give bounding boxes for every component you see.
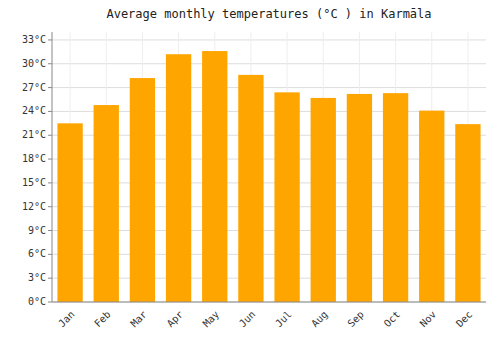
chart: 0°C 3°C 6°C 9°C 12°C 15°C 18°C 21°C 24°C 27°C 30°C… [0,0,500,350]
bar [57,123,82,302]
x-tick-label: Jan [56,309,77,330]
y-grid-line [52,39,486,40]
y-tick [48,111,52,112]
y-tick [48,302,52,303]
y-grid-line [52,302,486,303]
y-tick-label: 30°C [22,58,46,69]
x-tick-label: Sep [345,309,366,330]
y-tick-label: 21°C [22,129,46,140]
y-tick-label: 27°C [22,82,46,93]
y-tick-label: 3°C [28,272,46,283]
y-tick-label: 15°C [22,177,46,188]
y-grid-line [52,63,486,64]
y-tick [48,159,52,160]
bar [419,111,444,302]
bars [57,51,480,302]
x-tick-label: Dec [454,309,475,330]
x-axis-line [52,302,486,303]
x-tick-label: Feb [92,309,113,330]
x-tick-label: Oct [382,309,403,330]
y-tick-label: 24°C [22,105,46,116]
bar [94,105,119,302]
bar [166,54,191,302]
y-tick-label: 12°C [22,201,46,212]
bar [347,94,372,302]
bar [455,124,480,302]
y-grid-line [52,87,486,88]
y-tick [48,182,52,183]
bar [238,75,263,302]
bar [311,98,336,302]
y-tick [48,254,52,255]
bar [202,51,227,302]
x-tick-label: Nov [418,309,439,330]
x-tick-label: Aug [309,309,330,330]
y-tick [48,39,52,40]
y-tick [48,230,52,231]
y-tick [48,278,52,279]
y-axis-line [52,32,53,302]
y-tick [48,206,52,207]
y-tick [48,63,52,64]
y-tick-label: 0°C [28,296,46,307]
y-tick [48,87,52,88]
title: Average monthly temperatures (°C ) in Ka… [106,7,431,21]
y-tick-label: 6°C [28,248,46,259]
grid [52,32,486,302]
y-tick [48,135,52,136]
x-tick-label: Mar [128,309,149,330]
chart-container: 0°C 3°C 6°C 9°C 12°C 15°C 18°C 21°C 24°C 27°C 30°C… [0,0,500,350]
x-tick-label: May [201,309,222,330]
bar [274,92,299,302]
bar [383,93,408,302]
axes: 0°C 3°C 6°C 9°C 12°C 15°C 18°C 21°C 24°C 27°C 30°C… [22,32,486,329]
bar [130,78,155,302]
x-tick-label: Jul [273,309,294,330]
y-tick-label: 18°C [22,153,46,164]
y-tick-label: 9°C [28,225,46,236]
y-tick-label: 33°C [22,34,46,45]
x-tick-label: Jun [237,309,258,330]
x-tick-label: Apr [165,309,186,330]
